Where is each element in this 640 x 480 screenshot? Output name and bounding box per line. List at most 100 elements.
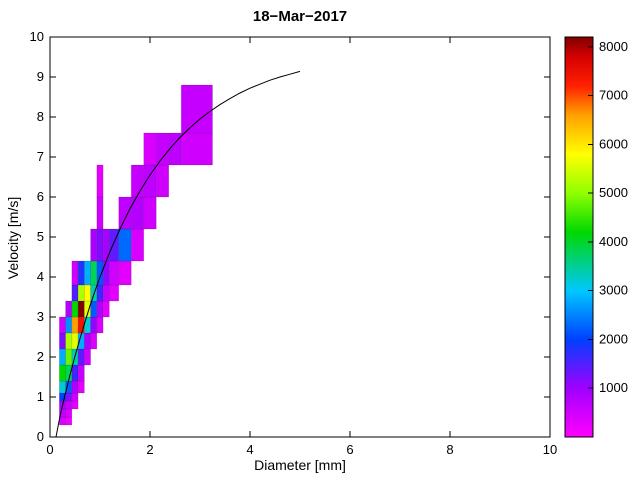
heatmap-cell	[180, 84, 213, 134]
heatmap-cell	[71, 400, 79, 410]
heatmap-cell	[83, 332, 91, 350]
heatmap-cell	[96, 164, 104, 198]
colorbar-ticks: 1000 2000 3000 4000 5000 6000 7000 8000	[588, 39, 628, 395]
heatmap-cell	[65, 316, 73, 334]
heatmap-cell	[65, 400, 73, 410]
chart-title: 18−Mar−2017	[252, 8, 348, 25]
heatmap-cell	[118, 228, 132, 262]
heatmap-cell	[65, 300, 73, 318]
heatmap-cell	[71, 316, 79, 334]
x-tick-label: 2	[146, 442, 153, 457]
heatmap-cell	[96, 260, 104, 286]
heatmap-cell	[71, 380, 79, 394]
colorbar-tick-label: 7000	[599, 88, 628, 103]
heatmap-cell	[65, 332, 73, 350]
heatmap-cell	[108, 284, 120, 302]
heatmap-cell	[96, 316, 104, 334]
heatmap-cell	[77, 260, 85, 286]
y-axis-ticks: 0 1 2 3 4 5 6 7 8 9 10	[30, 29, 550, 444]
y-tick-label: 1	[37, 389, 44, 404]
y-tick-label: 0	[37, 429, 44, 444]
heatmap-cell	[71, 284, 79, 302]
heatmap-cell	[58, 380, 66, 394]
heatmap-cell	[83, 260, 91, 286]
heatmap-cell	[71, 364, 79, 382]
y-tick-label: 5	[37, 229, 44, 244]
heatmap-cell	[143, 132, 157, 166]
y-tick-label: 9	[37, 69, 44, 84]
y-tick-label: 7	[37, 149, 44, 164]
heatmap-cell	[130, 228, 145, 262]
heatmap-cell	[71, 392, 79, 402]
heatmap-cell	[65, 408, 73, 418]
heatmap-cell	[58, 416, 66, 426]
colorbar-tick-label: 6000	[599, 136, 628, 151]
heatmap-cell	[65, 392, 73, 402]
heatmap-cell	[155, 164, 170, 198]
heatmap-cell	[65, 348, 73, 366]
heatmap-cell	[77, 380, 85, 394]
colorbar	[565, 37, 593, 437]
heatmap-cell	[180, 132, 213, 166]
heatmap-cell	[130, 196, 145, 230]
heatmap-cell	[96, 228, 104, 262]
y-tick-label: 3	[37, 309, 44, 324]
heatmap-cell	[90, 260, 98, 286]
heatmap-cell	[77, 316, 85, 334]
heatmap-cell	[71, 260, 79, 286]
heatmap-cell	[71, 300, 79, 318]
heatmap-cell	[96, 284, 104, 302]
heatmap-cell	[102, 260, 110, 286]
x-axis-label: Diameter [mm]	[254, 457, 346, 473]
heatmap-cell	[96, 196, 104, 230]
x-tick-label: 8	[446, 442, 453, 457]
colorbar-tick-label: 2000	[599, 331, 628, 346]
heatmap-cell	[155, 132, 170, 166]
y-tick-label: 6	[37, 189, 44, 204]
heatmap-cell	[90, 228, 98, 262]
heatmap-cell	[118, 260, 132, 286]
heatmap-cell	[130, 164, 145, 198]
x-tick-label: 6	[346, 442, 353, 457]
heatmap-cell	[102, 284, 110, 302]
x-tick-label: 10	[543, 442, 557, 457]
x-axis-ticks: 0 2 4 6 8 10	[46, 37, 557, 457]
heatmap-cell	[71, 332, 79, 350]
heatmap-cell	[77, 284, 85, 302]
colorbar-tick-label: 1000	[599, 380, 628, 395]
heatmap-cell	[83, 348, 91, 366]
y-tick-label: 10	[30, 29, 44, 44]
heatmap-cells	[58, 84, 213, 426]
heatmap-cell	[108, 260, 120, 286]
heatmap-cell	[143, 196, 157, 230]
colorbar-tick-label: 8000	[599, 39, 628, 54]
y-tick-label: 4	[37, 269, 44, 284]
y-tick-label: 8	[37, 109, 44, 124]
heatmap-cell	[58, 316, 66, 334]
y-tick-label: 2	[37, 349, 44, 364]
x-tick-label: 0	[46, 442, 53, 457]
heatmap-cell	[77, 364, 85, 382]
heatmap-cell	[65, 416, 73, 426]
x-tick-label: 4	[246, 442, 253, 457]
heatmap-cell	[77, 300, 85, 318]
colorbar-tick-label: 5000	[599, 185, 628, 200]
heatmap-cell	[90, 332, 98, 350]
terminal-velocity-curve	[55, 70, 301, 438]
colorbar-box	[564, 36, 594, 438]
heatmap-cell	[58, 364, 66, 382]
heatmap-cell	[102, 300, 110, 318]
heatmap-cell	[77, 348, 85, 366]
heatmap-cell	[58, 332, 66, 350]
heatmap-cell	[118, 196, 132, 230]
heatmap-cell	[143, 164, 157, 198]
heatmap-cell	[90, 316, 98, 334]
colorbar-tick-label: 4000	[599, 234, 628, 249]
heatmap-cell	[96, 300, 104, 318]
colorbar-tick-label: 3000	[599, 283, 628, 298]
heatmap-cell	[58, 348, 66, 366]
heatmap-cell	[90, 300, 98, 318]
heatmap-cell	[83, 284, 91, 302]
